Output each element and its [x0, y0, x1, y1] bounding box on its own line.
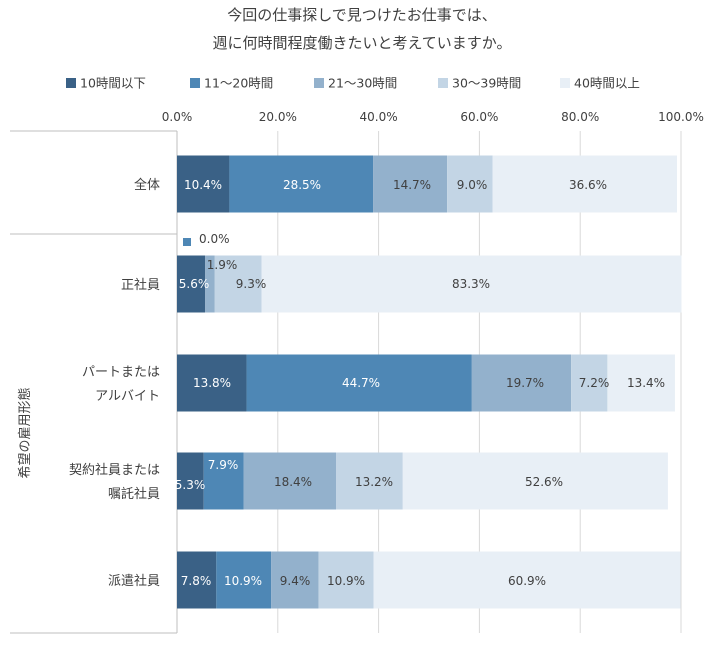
legend-label-1: 11～20時間 — [204, 76, 273, 91]
bar-3-2 — [243, 452, 337, 510]
bar-3-0 — [177, 452, 204, 510]
category-frame — [10, 130, 178, 634]
category-label-3-0: 契約社員または — [69, 462, 160, 478]
chart-title-line-2: 週に何時間程度働きたいと考えていますか。 — [213, 34, 512, 52]
data-label-4-2: 9.4% — [280, 574, 311, 588]
legend: 10時間以下 11～20時間 21～30時間 30～39時間 40時間以上 — [66, 76, 640, 91]
bar-0-0 — [177, 155, 230, 213]
data-label-0-1: 28.5% — [283, 178, 321, 192]
data-label-1-4: 83.3% — [452, 277, 490, 291]
bar-2-3 — [571, 354, 608, 412]
data-label-3-2: 18.4% — [274, 475, 312, 489]
bar-4-0 — [177, 551, 217, 609]
data-label-3-0: 5.3% — [175, 478, 206, 492]
bar-3-1 — [203, 452, 244, 510]
data-label-4-3: 10.9% — [327, 574, 365, 588]
legend-swatch-4 — [560, 78, 570, 88]
category-label-3-1: 嘱託社員 — [108, 486, 160, 502]
category-label-2-0: パートまたは — [82, 365, 160, 380]
data-label-1-0: 5.6% — [179, 277, 210, 291]
chart-title-line-1: 今回の仕事探しで見つけたお仕事では、 — [227, 6, 497, 24]
legend-swatch-0 — [66, 78, 76, 88]
y-axis-label: 希望の雇用形態 — [17, 387, 33, 478]
legend-swatch-2 — [314, 78, 324, 88]
data-label-0-3: 9.0% — [457, 178, 488, 192]
x-tick-label-0: 0.0% — [162, 110, 193, 124]
category-label-1-0: 正社員 — [121, 277, 160, 293]
data-label-3-1: 7.9% — [208, 458, 239, 472]
bar-0-3 — [447, 155, 493, 213]
category-label-2-1: アルバイト — [95, 389, 160, 404]
data-label-1-1: 0.0% — [199, 232, 230, 246]
bar-2-4 — [607, 354, 675, 412]
legend-swatch-1 — [190, 78, 200, 88]
data-label-2-0: 13.8% — [193, 376, 231, 390]
bar-2-0 — [177, 354, 247, 412]
legend-label-0: 10時間以下 — [80, 76, 146, 91]
data-label-0-0: 10.4% — [184, 178, 222, 192]
category-label-4-0: 派遣社員 — [108, 573, 160, 589]
bar-4-3 — [318, 551, 374, 609]
data-label-2-4: 13.4% — [627, 376, 665, 390]
x-tick-label-2: 40.0% — [360, 110, 398, 124]
x-tick-label-5: 100.0% — [658, 110, 704, 124]
callout-swatch — [183, 238, 191, 246]
data-label-4-0: 7.8% — [181, 574, 212, 588]
data-label-2-1: 44.7% — [342, 376, 380, 390]
data-label-0-4: 36.6% — [569, 178, 607, 192]
bar-1-0 — [177, 255, 206, 313]
x-tick-label-4: 80.0% — [561, 110, 599, 124]
bar-2-1 — [246, 354, 472, 412]
bar-0-1 — [229, 155, 374, 213]
bar-4-2 — [271, 551, 319, 609]
x-axis-ticks: 0.0% 20.0% 40.0% 60.0% 80.0% 100.0% — [162, 110, 704, 124]
bar-1-3 — [214, 255, 262, 313]
bar-0-4 — [492, 155, 677, 213]
legend-label-3: 30～39時間 — [452, 76, 521, 91]
bar-4-4 — [373, 551, 681, 609]
data-label-1-2: 1.9% — [207, 258, 238, 272]
legend-label-4: 40時間以上 — [574, 76, 640, 91]
bar-2-2 — [471, 354, 572, 412]
bar-3-3 — [336, 452, 403, 510]
data-label-1-3: 9.3% — [236, 277, 267, 291]
data-label-4-4: 60.9% — [508, 574, 546, 588]
bar-3-4 — [402, 452, 668, 510]
bar-0-2 — [373, 155, 448, 213]
data-label-0-2: 14.7% — [393, 178, 431, 192]
bar-1-2 — [205, 255, 215, 313]
data-label-4-1: 10.9% — [224, 574, 262, 588]
legend-swatch-3 — [438, 78, 448, 88]
data-label-3-3: 13.2% — [355, 475, 393, 489]
bars: 10.4% 28.5% 14.7% 9.0% 36.6% 5.6% 0.0% 1.9% 9.3%… — [175, 155, 682, 609]
data-label-2-2: 19.7% — [506, 376, 544, 390]
x-tick-label-1: 20.0% — [259, 110, 297, 124]
bar-1-4 — [261, 255, 682, 313]
category-label-0-0: 全体 — [134, 177, 160, 193]
bar-4-1 — [216, 551, 272, 609]
legend-label-2: 21～30時間 — [328, 76, 397, 91]
chart-title: 今回の仕事探しで見つけたお仕事では、 週に何時間程度働きたいと考えていますか。 — [213, 6, 512, 52]
x-tick-label-3: 60.0% — [460, 110, 498, 124]
data-label-3-4: 52.6% — [525, 475, 563, 489]
data-label-2-3: 7.2% — [579, 376, 610, 390]
